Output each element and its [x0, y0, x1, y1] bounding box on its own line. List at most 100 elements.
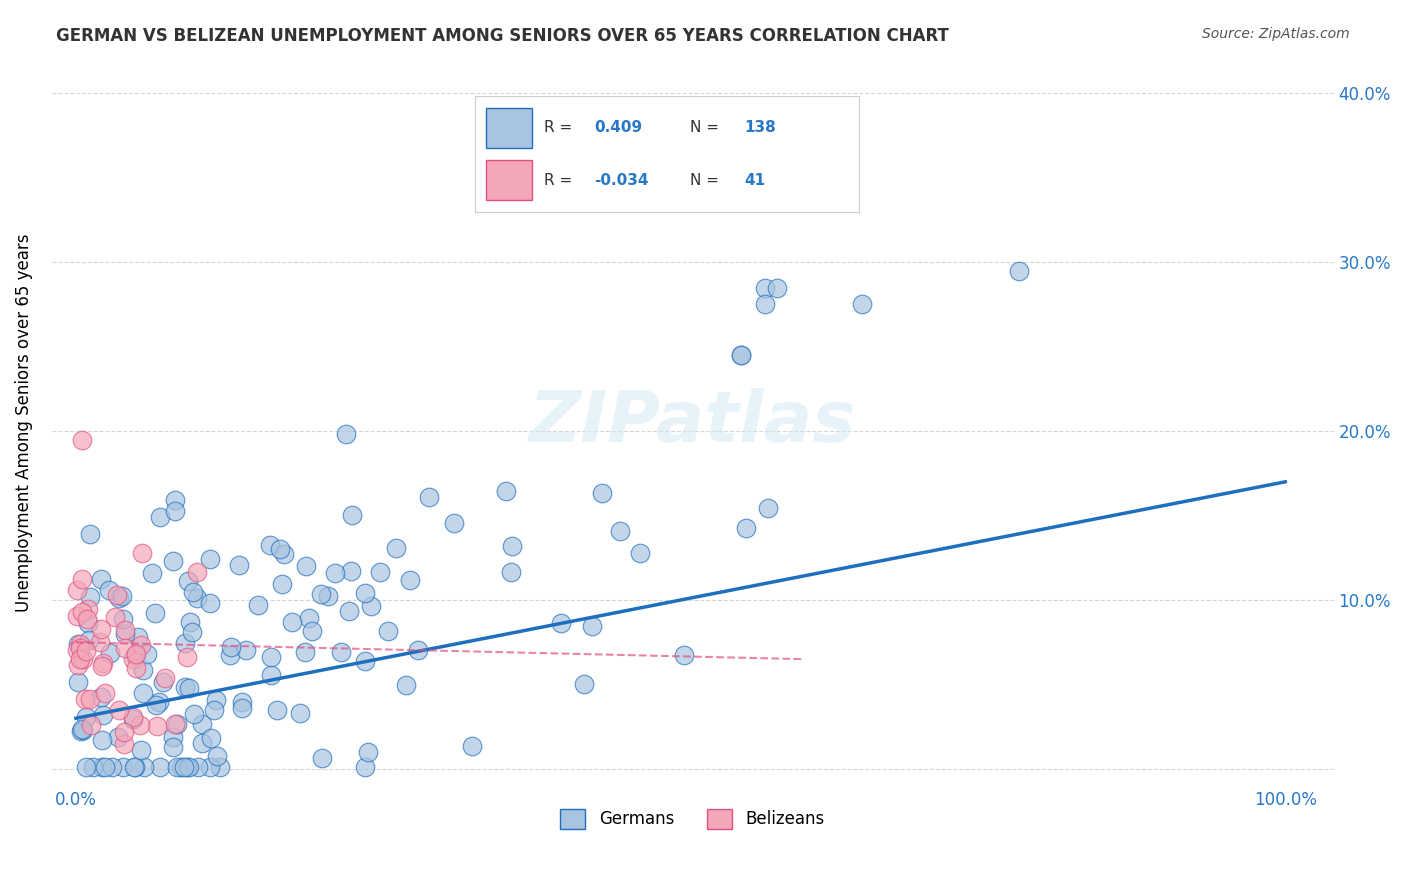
Germans	[754, 297, 776, 311]
Belizeans	[91, 656, 114, 670]
Germans	[342, 508, 364, 522]
Germans	[114, 626, 136, 640]
Germans	[180, 624, 202, 639]
Belizeans	[69, 637, 91, 651]
Belizeans	[114, 624, 136, 638]
Belizeans	[129, 639, 152, 653]
Belizeans	[125, 647, 148, 661]
Germans	[368, 565, 391, 579]
Belizeans	[72, 605, 94, 619]
Germans	[72, 723, 94, 738]
Germans	[181, 585, 204, 599]
Germans	[1008, 263, 1031, 277]
Text: ZIPatlas: ZIPatlas	[529, 388, 856, 458]
Belizeans	[93, 686, 115, 700]
Germans	[202, 703, 225, 717]
Germans	[384, 541, 406, 556]
Germans	[288, 706, 311, 720]
Germans	[174, 636, 197, 650]
Germans	[75, 760, 97, 774]
Belizeans	[128, 717, 150, 731]
Germans	[90, 760, 112, 774]
Belizeans	[70, 433, 93, 447]
Germans	[259, 538, 281, 552]
Germans	[149, 510, 172, 524]
Belizeans	[186, 565, 208, 579]
Germans	[163, 504, 186, 518]
Germans	[357, 745, 380, 759]
Germans	[122, 760, 145, 774]
Germans	[316, 589, 339, 603]
Germans	[143, 606, 166, 620]
Germans	[94, 760, 117, 774]
Belizeans	[75, 644, 97, 658]
Belizeans	[70, 572, 93, 586]
Germans	[149, 760, 172, 774]
Germans	[200, 731, 222, 745]
Germans	[75, 710, 97, 724]
Germans	[183, 707, 205, 722]
Belizeans	[89, 635, 111, 649]
Germans	[399, 573, 422, 587]
Germans	[176, 760, 198, 774]
Germans	[766, 280, 789, 294]
Text: Source: ZipAtlas.com: Source: ZipAtlas.com	[1202, 27, 1350, 41]
Germans	[360, 599, 382, 613]
Legend: Germans, Belizeans: Germans, Belizeans	[554, 802, 832, 836]
Germans	[418, 490, 440, 504]
Germans	[166, 760, 188, 774]
Germans	[827, 170, 849, 185]
Germans	[572, 677, 595, 691]
Germans	[121, 713, 143, 727]
Belizeans	[146, 719, 169, 733]
Germans	[82, 760, 104, 774]
Belizeans	[176, 649, 198, 664]
Germans	[79, 526, 101, 541]
Belizeans	[122, 651, 145, 665]
Germans	[79, 591, 101, 605]
Germans	[134, 760, 156, 774]
Germans	[186, 591, 208, 606]
Belizeans	[66, 609, 89, 624]
Belizeans	[69, 652, 91, 666]
Text: GERMAN VS BELIZEAN UNEMPLOYMENT AMONG SENIORS OVER 65 YEARS CORRELATION CHART: GERMAN VS BELIZEAN UNEMPLOYMENT AMONG SE…	[56, 27, 949, 45]
Germans	[67, 674, 90, 689]
Germans	[754, 280, 776, 294]
Germans	[271, 576, 294, 591]
Belizeans	[112, 724, 135, 739]
Germans	[174, 680, 197, 694]
Germans	[495, 483, 517, 498]
Germans	[177, 681, 200, 696]
Germans	[335, 427, 357, 442]
Germans	[177, 574, 200, 589]
Germans	[112, 760, 135, 774]
Germans	[461, 739, 484, 754]
Belizeans	[131, 546, 153, 560]
Germans	[628, 546, 651, 560]
Belizeans	[66, 642, 89, 657]
Germans	[77, 633, 100, 648]
Germans	[395, 678, 418, 692]
Germans	[219, 640, 242, 655]
Belizeans	[66, 658, 89, 673]
Germans	[145, 698, 167, 712]
Germans	[295, 558, 318, 573]
Germans	[609, 524, 631, 538]
Germans	[730, 348, 752, 362]
Germans	[377, 624, 399, 639]
Germans	[187, 760, 209, 774]
Germans	[69, 724, 91, 739]
Germans	[354, 586, 377, 600]
Germans	[162, 739, 184, 754]
Germans	[162, 730, 184, 744]
Germans	[70, 723, 93, 737]
Belizeans	[69, 641, 91, 656]
Germans	[294, 645, 316, 659]
Belizeans	[91, 659, 114, 673]
Germans	[198, 596, 221, 610]
Germans	[730, 348, 752, 362]
Germans	[129, 743, 152, 757]
Germans	[591, 486, 613, 500]
Germans	[209, 760, 232, 774]
Germans	[269, 542, 291, 557]
